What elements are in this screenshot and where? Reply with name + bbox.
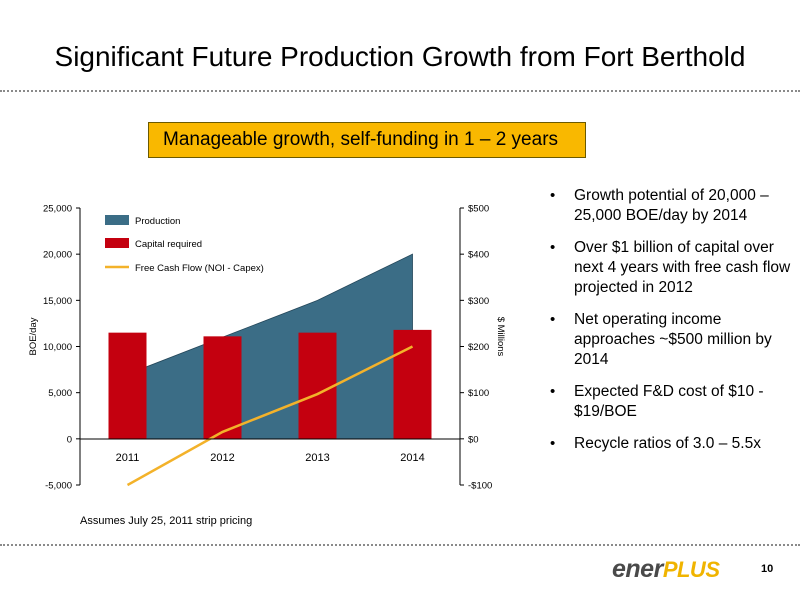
right-tick-label: $400 xyxy=(468,250,489,261)
bullet-item: Over $1 billion of capital over next 4 y… xyxy=(548,238,793,298)
left-tick-label: 15,000 xyxy=(43,296,72,307)
right-tick-label: $300 xyxy=(468,296,489,307)
left-axis-title: BOE/day xyxy=(28,317,39,355)
category-label: 2011 xyxy=(116,452,140,464)
free-cash-flow-line xyxy=(126,345,414,487)
bullet-item: Net operating income approaches ~$500 mi… xyxy=(548,310,793,370)
enerplus-logo: enerPLUS xyxy=(612,555,720,584)
production-chart: -5,000 0 5,000 10,000 15,000 20,000 25,000 -$10… xyxy=(28,204,506,492)
left-tick-label: -5,000 xyxy=(45,481,72,492)
footnote: Assumes July 25, 2011 strip pricing xyxy=(80,515,253,527)
bullet-item: Expected F&D cost of $10 - $19/BOE xyxy=(548,382,793,422)
bottom-divider xyxy=(0,544,800,546)
left-tick-label: 25,000 xyxy=(43,204,72,215)
category-label: 2012 xyxy=(210,452,234,464)
right-tick-label: $100 xyxy=(468,388,489,399)
top-divider xyxy=(0,90,800,92)
category-label: 2013 xyxy=(305,452,329,464)
left-tick-label: 5,000 xyxy=(48,388,72,399)
right-tick-label: -$100 xyxy=(468,481,492,492)
legend-swatch-production xyxy=(105,215,129,225)
legend-label-fcf: Free Cash Flow (NOI - Capex) xyxy=(135,263,264,274)
logo-part-ener: ener xyxy=(612,555,663,583)
left-tick-label: 20,000 xyxy=(43,250,72,261)
right-tick-label: $500 xyxy=(468,204,489,215)
bullet-list: Growth potential of 20,000 – 25,000 BOE/… xyxy=(548,186,793,466)
capital-bar xyxy=(108,332,147,439)
left-tick-label: 10,000 xyxy=(43,342,72,353)
legend-label-production: Production xyxy=(135,216,180,227)
callout-box: Manageable growth, self-funding in 1 – 2… xyxy=(148,122,586,158)
legend-label-capital: Capital required xyxy=(135,239,202,250)
capital-bar xyxy=(298,332,337,439)
category-label: 2014 xyxy=(400,452,424,464)
logo-part-plus: PLUS xyxy=(662,557,720,582)
page-number: 10 xyxy=(761,563,774,575)
capital-bar xyxy=(203,336,242,439)
legend-swatch-capital xyxy=(105,238,129,248)
slide-title: Significant Future Production Growth fro… xyxy=(54,41,746,72)
bullet-item: Recycle ratios of 3.0 – 5.5x xyxy=(548,434,793,454)
left-tick-label: 0 xyxy=(67,434,72,445)
right-tick-label: $0 xyxy=(468,434,479,445)
right-tick-label: $200 xyxy=(468,342,489,353)
right-axis-title: $ Millions xyxy=(495,317,506,357)
bullet-item: Growth potential of 20,000 – 25,000 BOE/… xyxy=(548,186,793,226)
capital-bar xyxy=(393,329,432,439)
production-area xyxy=(127,253,413,440)
